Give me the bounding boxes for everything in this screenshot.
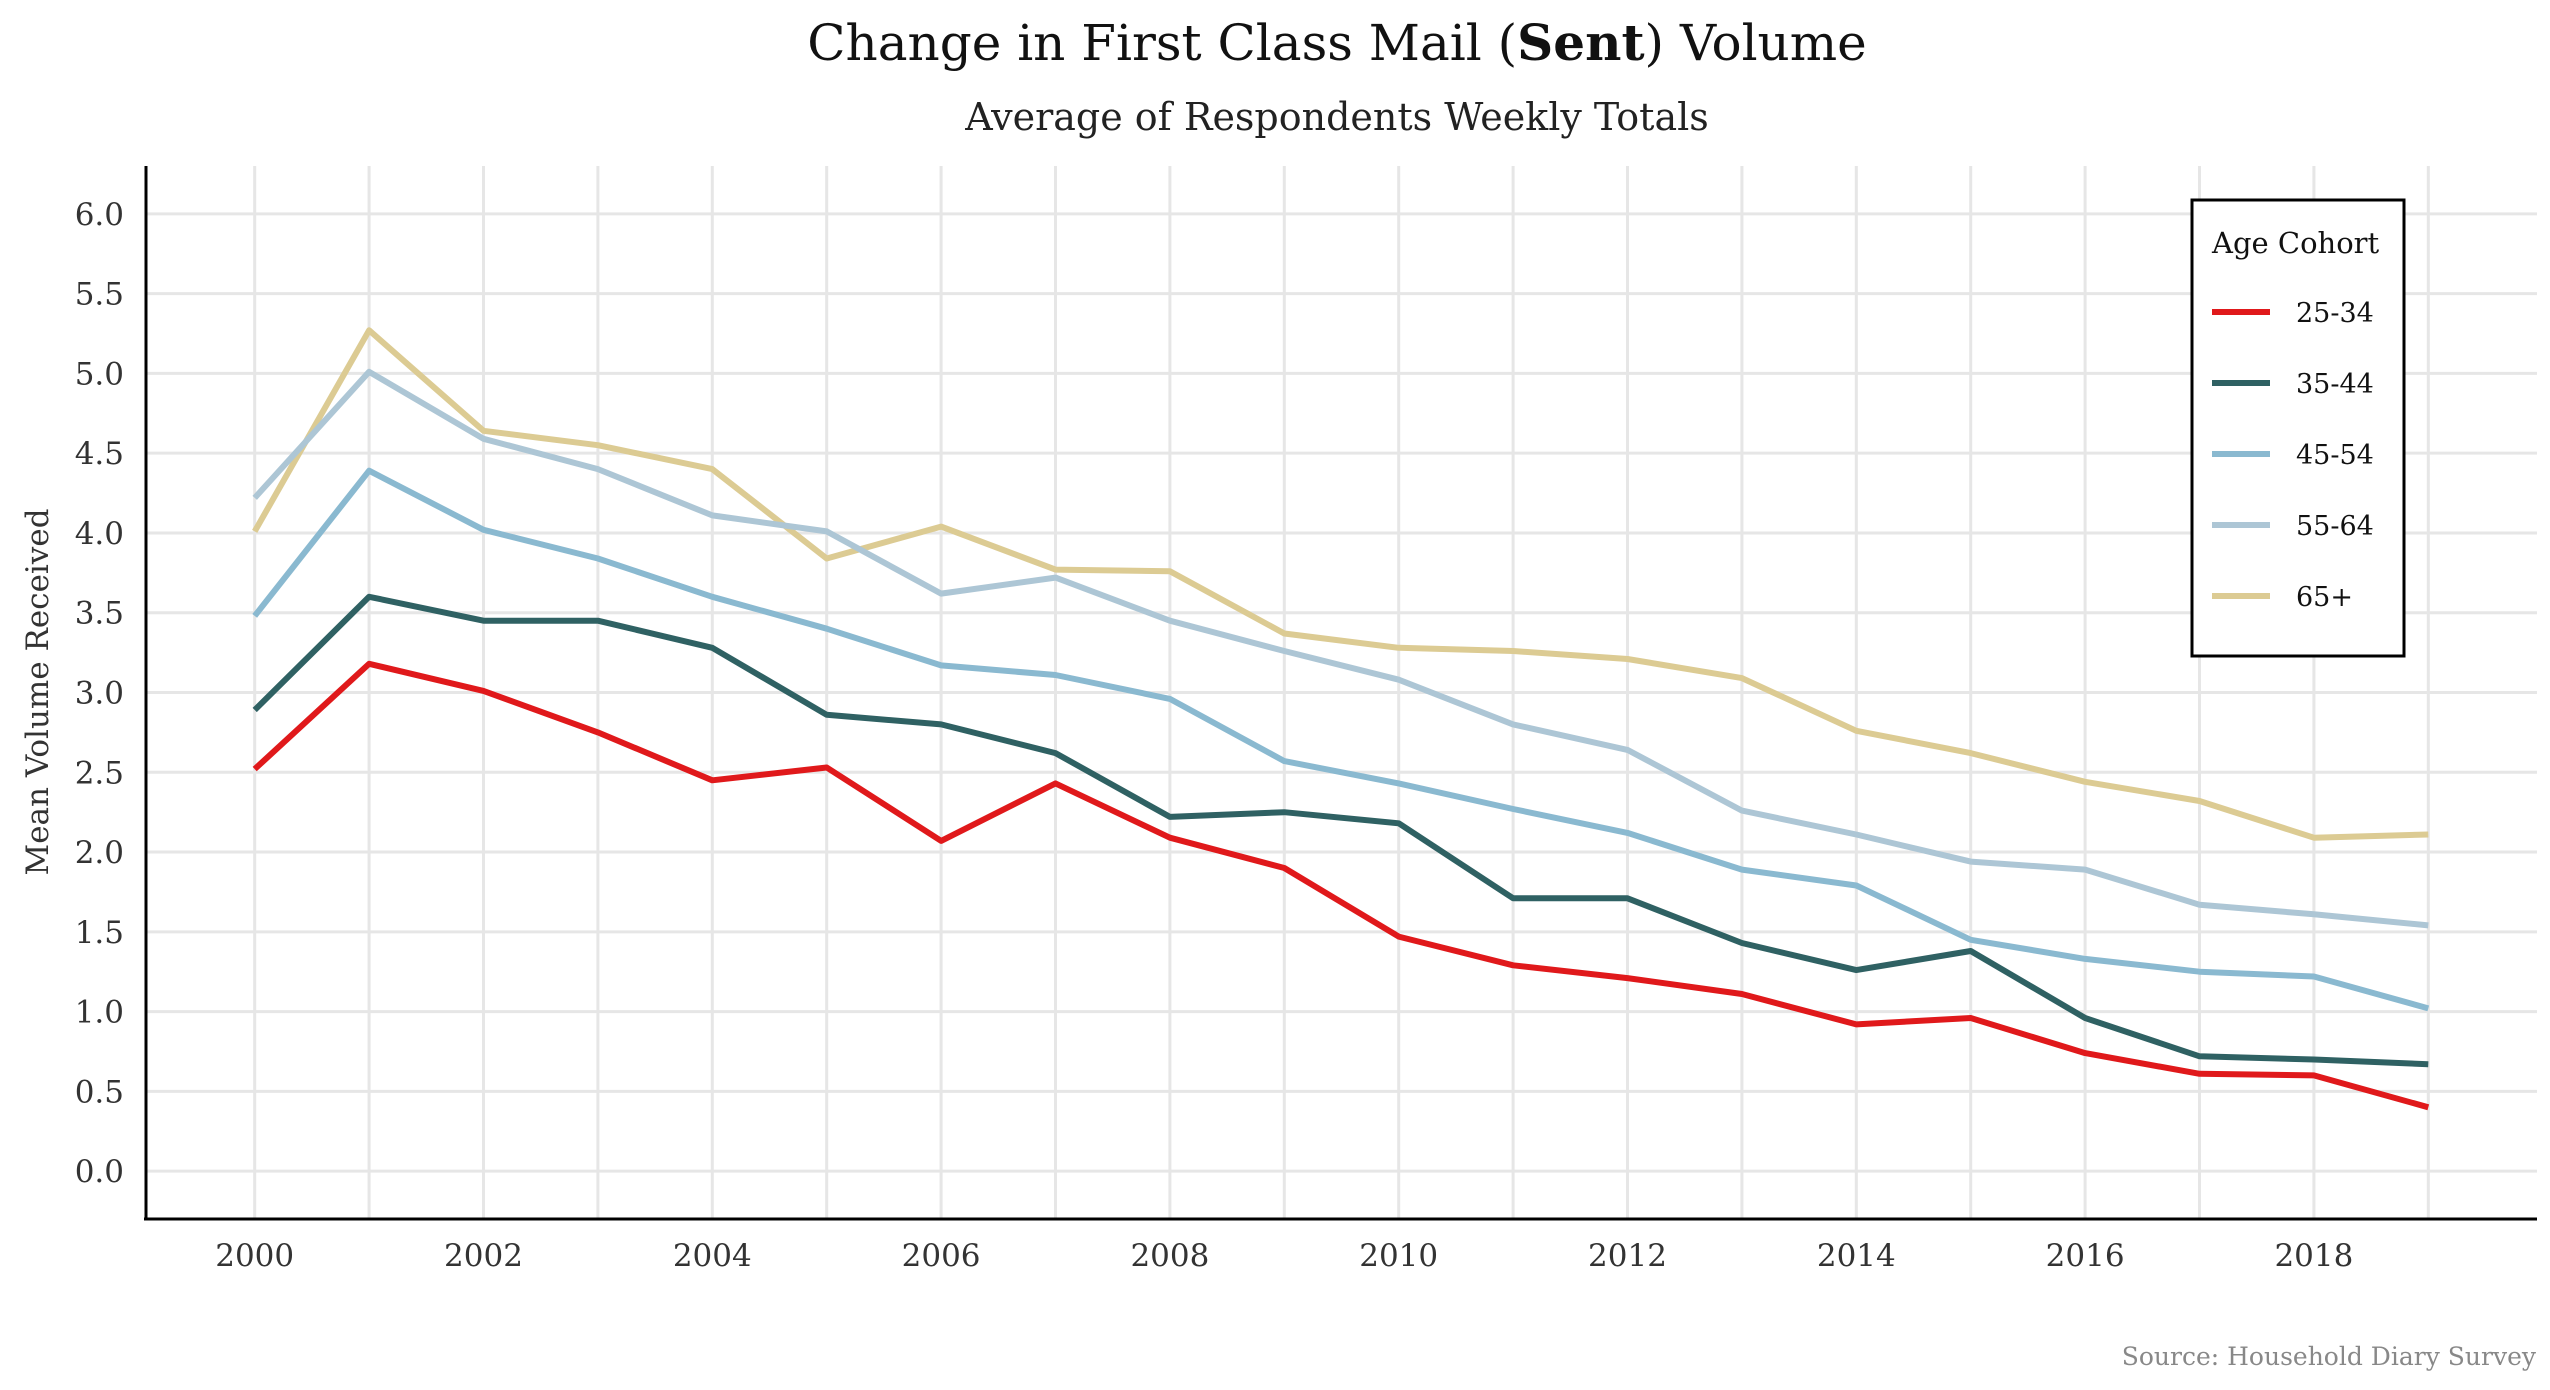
y-tick-label: 6.0	[75, 197, 124, 233]
legend-items: 25-34 35-44 45-54 55-64 65+	[2212, 298, 2374, 613]
y-tick-label: 0.5	[75, 1074, 124, 1110]
chart-title-bold: Sent	[1517, 13, 1644, 72]
y-tick-label: 4.0	[75, 516, 124, 552]
x-tick-label: 2004	[673, 1238, 752, 1274]
y-tick-label: 4.5	[75, 436, 124, 472]
x-tick-labels: 2000 2002 2004 2006 2008 2010 2012 2014 2016 2018	[215, 1238, 2353, 1274]
grid	[146, 166, 2537, 1219]
x-tick-label: 2008	[1130, 1238, 1209, 1274]
x-tick-label: 2018	[2274, 1238, 2353, 1274]
y-tick-labels: 0.0 0.5 1.0 1.5 2.0 2.5 3.0 3.5 4.0 4.5 5.0 5.5 6.0	[75, 197, 124, 1190]
chart-title-prefix: Change in First Class Mail (	[807, 14, 1517, 72]
y-axis-label: Mean Volume Received	[20, 508, 56, 875]
series-line-45-54	[252, 467, 2430, 1012]
source-caption: Source: Household Diary Survey	[2122, 1342, 2537, 1371]
chart-subtitle: Average of Respondents Weekly Totals	[964, 95, 1709, 139]
x-tick-label: 2012	[1588, 1238, 1667, 1274]
x-tick-label: 2006	[902, 1238, 981, 1274]
chart-title-suffix: ) Volume	[1645, 14, 1867, 72]
legend-label-55-64: 55-64	[2296, 511, 2374, 542]
legend-title: Age Cohort	[2211, 226, 2380, 260]
axes	[144, 166, 2537, 1221]
y-tick-label: 5.0	[75, 356, 124, 392]
series-line-25-34	[252, 660, 2430, 1111]
y-tick-label: 1.0	[75, 995, 124, 1031]
x-tick-label: 2014	[1817, 1238, 1896, 1274]
y-tick-label: 3.5	[75, 596, 124, 632]
series-line-35-44	[252, 593, 2429, 1068]
y-tick-label: 1.5	[75, 915, 124, 951]
y-tick-label: 2.0	[75, 835, 124, 871]
chart-title: Change in First Class Mail (Sent) Volume	[807, 13, 1867, 72]
x-tick-label: 2002	[444, 1238, 523, 1274]
x-tick-label: 2016	[2046, 1238, 2125, 1274]
series-line-55-64	[252, 368, 2429, 929]
legend-label-25-34: 25-34	[2296, 298, 2374, 329]
y-tick-label: 0.0	[75, 1154, 124, 1190]
legend-label-45-54: 45-54	[2296, 440, 2374, 471]
legend: Age Cohort 25-34 35-44 45-54 55-64 65+	[2190, 198, 2406, 658]
x-tick-label: 2010	[1359, 1238, 1438, 1274]
y-tick-label: 3.0	[75, 676, 124, 712]
legend-label-65plus: 65+	[2296, 582, 2353, 613]
legend-box	[2190, 198, 2406, 658]
legend-label-35-44: 35-44	[2296, 369, 2374, 400]
y-tick-label: 5.5	[75, 277, 124, 313]
series-layer	[252, 327, 2430, 1111]
series-line-65plus	[252, 327, 2429, 841]
x-tick-label: 2000	[215, 1238, 294, 1274]
y-tick-label: 2.5	[75, 755, 124, 791]
